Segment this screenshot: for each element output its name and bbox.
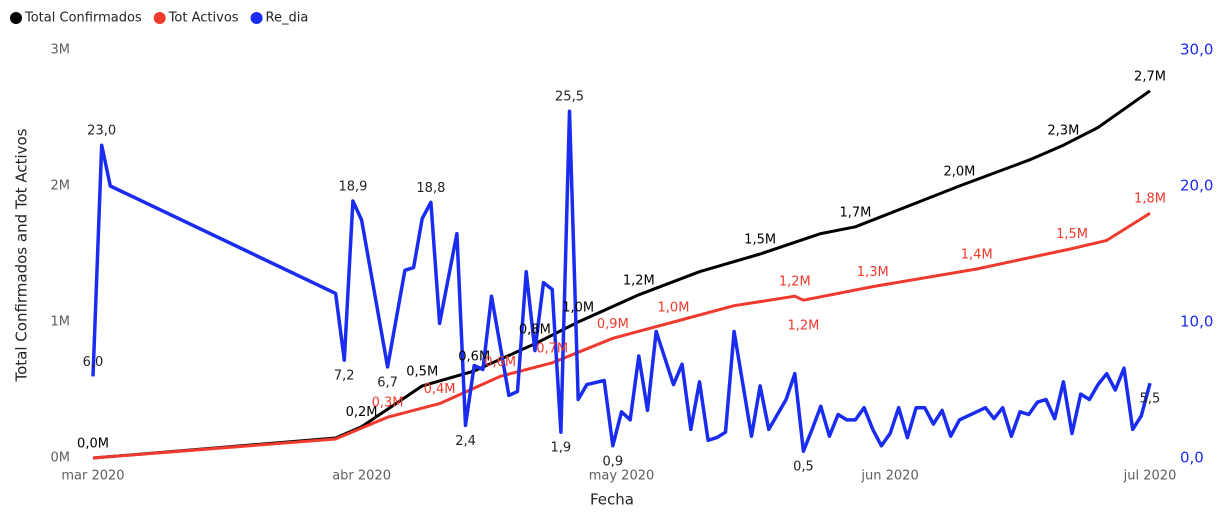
x-tick-label: jul 2020: [1123, 469, 1177, 484]
x-tick-label: abr 2020: [332, 469, 391, 484]
y-tick-label: 1M: [51, 315, 71, 330]
x-tick-label: jun 2020: [860, 469, 918, 484]
legend-label: Re_dia: [266, 11, 309, 26]
data-label: 1,8M: [1134, 192, 1166, 207]
data-label: 1,5M: [1056, 227, 1088, 242]
data-label: 0,4M: [424, 382, 456, 397]
data-label: 0,8M: [519, 322, 551, 337]
legend-marker: [153, 12, 166, 24]
y2-tick-label: 20,0: [1180, 177, 1213, 195]
data-label: 1,5M: [744, 233, 776, 248]
data-label: 6,7: [377, 375, 398, 390]
y2-tick-label: 30,0: [1180, 41, 1213, 59]
data-label: 1,2M: [779, 275, 811, 290]
data-label: 1,0M: [658, 301, 690, 316]
data-label: 1,9: [551, 441, 572, 456]
data-label: 23,0: [87, 124, 116, 139]
data-label: 25,5: [555, 90, 584, 105]
data-label: 0,0M: [77, 437, 109, 452]
data-label: 0,5: [793, 460, 814, 475]
data-label: 18,9: [338, 179, 367, 194]
data-label: 18,8: [416, 181, 445, 196]
y-tick-label: 3M: [51, 43, 71, 58]
data-label: 0,5M: [406, 364, 438, 379]
x-tick-label: mar 2020: [61, 469, 124, 484]
data-label: 1,3M: [857, 265, 889, 280]
y-tick-label: 0M: [51, 451, 71, 466]
data-label: 7,2: [334, 369, 355, 384]
data-label: 1,4M: [961, 247, 993, 262]
series-line: [91, 109, 1152, 453]
data-label: 1,7M: [839, 205, 871, 220]
data-label: 1,2M: [623, 273, 655, 288]
data-label: 1,2M: [787, 319, 819, 334]
legend-marker: [250, 12, 263, 24]
y-tick-label: 2M: [51, 179, 71, 194]
legend-marker: [10, 12, 22, 24]
data-label: 0,2M: [346, 405, 378, 420]
series-line: [92, 211, 1151, 460]
data-label: 5,5: [1140, 392, 1161, 407]
data-label: 2,7M: [1134, 69, 1166, 84]
data-label: 1,0M: [562, 301, 594, 316]
legend-label: Tot Activos: [168, 11, 239, 26]
y-axis-title: Total Confirmados and Tot Activos: [13, 128, 31, 382]
data-label: 0,9M: [597, 317, 629, 332]
data-label: 2,0M: [943, 165, 975, 180]
data-label: 0,7M: [536, 341, 568, 356]
legend-label: Total Confirmados: [24, 11, 142, 26]
x-tick-label: may 2020: [589, 469, 655, 484]
x-axis-title: Fecha: [590, 491, 634, 509]
data-label: 2,4: [455, 434, 476, 449]
y2-tick-label: 10,0: [1180, 313, 1213, 331]
data-label: 0,3M: [372, 396, 404, 411]
data-label: 6,0: [83, 355, 104, 370]
series-line: [92, 89, 1151, 460]
data-label: 2,3M: [1047, 124, 1079, 139]
data-label: 0,6M: [484, 355, 516, 370]
data-label: 0,6M: [458, 349, 490, 364]
y2-tick-label: 0,0: [1180, 449, 1204, 467]
data-label: 0,9: [602, 454, 623, 469]
